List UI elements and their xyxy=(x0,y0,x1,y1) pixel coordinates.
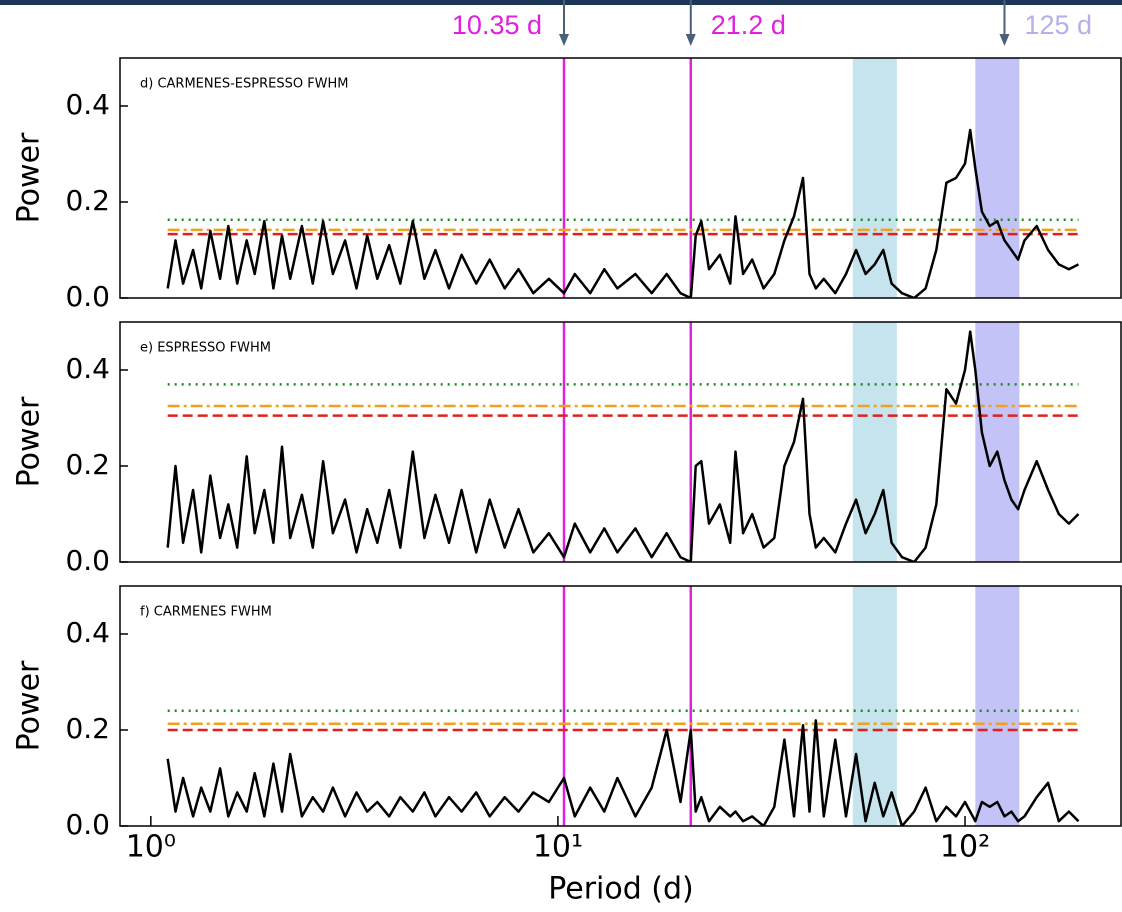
shaded-band xyxy=(852,586,897,826)
x-tick-label: 10² xyxy=(940,830,990,865)
arrow-head xyxy=(559,34,570,46)
plot-area xyxy=(166,586,1080,826)
y-tick-label: 0.4 xyxy=(65,88,110,121)
periodogram xyxy=(166,330,1080,562)
panel-label: f) CARMENES FWHM xyxy=(140,605,272,620)
x-tick-label: 10¹ xyxy=(533,830,583,865)
y-axis-label: Power xyxy=(12,396,47,487)
x-axis-label: Period (d) xyxy=(548,872,694,907)
y-axis-label: Power xyxy=(12,132,47,223)
y-tick-label: 0.2 xyxy=(65,712,110,745)
y-tick-label: 0.2 xyxy=(65,184,110,217)
annotation-label: 125 d xyxy=(1024,10,1092,40)
arrow-head xyxy=(685,34,696,46)
shaded-band xyxy=(852,322,897,562)
periodogram xyxy=(166,128,1080,298)
y-tick-label: 0.4 xyxy=(65,616,110,649)
annotation-label: 21.2 d xyxy=(711,10,786,40)
axes-frame xyxy=(119,57,1122,299)
annotation-label: 10.35 d xyxy=(452,10,542,40)
y-tick-label: 0.0 xyxy=(65,544,110,577)
axes-frame xyxy=(119,321,1122,563)
plot-area xyxy=(166,322,1080,562)
panel-label: d) CARMENES-ESPRESSO FWHM xyxy=(140,77,349,92)
axes-frame xyxy=(119,585,1122,827)
periodogram xyxy=(166,719,1080,826)
plot-area xyxy=(166,58,1080,298)
arrow-head xyxy=(999,34,1010,46)
y-tick-label: 0.2 xyxy=(65,448,110,481)
shaded-band xyxy=(975,586,1020,826)
y-axis-label: Power xyxy=(12,660,47,751)
x-tick-label: 10⁰ xyxy=(126,830,176,865)
shaded-band xyxy=(975,58,1020,298)
y-tick-label: 0.0 xyxy=(65,280,110,313)
y-tick-label: 0.0 xyxy=(65,808,110,841)
shaded-band xyxy=(975,322,1020,562)
panel-label: e) ESPRESSO FWHM xyxy=(140,341,271,356)
top-bar xyxy=(0,0,1122,5)
y-tick-label: 0.4 xyxy=(65,352,110,385)
